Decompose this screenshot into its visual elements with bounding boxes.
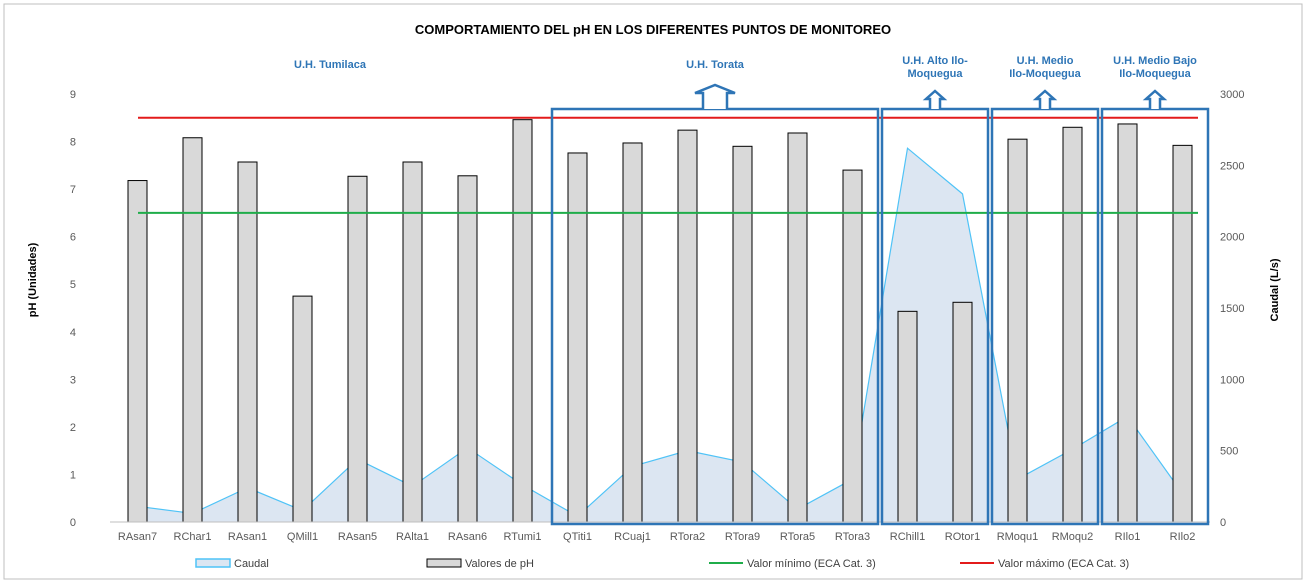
ph-bar-rilo1: [1117, 123, 1138, 523]
ph-bar-rtumi1: [512, 119, 533, 523]
group-label: U.H. Torata: [686, 59, 745, 71]
chart-title: COMPORTAMIENTO DEL pH EN LOS DIFERENTES …: [415, 22, 891, 37]
ph-bar-qmill1: [292, 295, 313, 523]
ph-bar-rasan5: [347, 175, 368, 523]
group-arrow: [1032, 89, 1058, 109]
y2-axis-label: Caudal (L/s): [1269, 258, 1281, 321]
legend-ph-label: Valores de pH: [465, 558, 534, 570]
legend-eca-min-label: Valor mínimo (ECA Cat. 3): [747, 558, 876, 570]
y2-tick-label: 500: [1220, 446, 1238, 458]
x-tick-label: RTumi1: [504, 531, 542, 543]
y-tick-label: 9: [70, 89, 76, 101]
x-tick-label: RAsan7: [118, 531, 157, 543]
x-tick-label: RAsan5: [338, 531, 377, 543]
group-label: U.H. Alto Ilo-Moquegua: [902, 55, 968, 80]
ph-bar-rtora9: [732, 145, 753, 523]
ph-bar-rmoqu2: [1062, 126, 1083, 523]
x-tick-label: RIlo1: [1115, 531, 1141, 543]
y2-tick-label: 2500: [1220, 160, 1244, 172]
ph-bar-rtora2: [677, 129, 698, 523]
y-tick-label: 4: [70, 327, 76, 339]
y2-tick-label: 2000: [1220, 232, 1244, 244]
y-tick-label: 2: [70, 422, 76, 434]
legend-eca-max-label: Valor máximo (ECA Cat. 3): [998, 558, 1129, 570]
ph-bar-rilo2: [1172, 144, 1193, 523]
y-tick-label: 3: [70, 374, 76, 386]
ph-bar-rchar1: [182, 137, 203, 523]
caudal-area: [137, 148, 1183, 523]
y-tick-label: 7: [70, 184, 76, 196]
ph-bar-qtiti1: [567, 152, 588, 523]
x-tick-label: RMoqu2: [1052, 531, 1094, 543]
ph-bar-rotor1: [952, 301, 973, 523]
plot-area: 0 1 2 3 4 5 6 7 8 9 0 500 1000 1500 2000 2500 3000 RAsan7…: [70, 55, 1245, 543]
y2-tick-label: 3000: [1220, 89, 1244, 101]
y-tick-label: 5: [70, 279, 76, 291]
ph-bar-rchill1: [897, 310, 918, 523]
x-tick-label: RIlo2: [1170, 531, 1196, 543]
ph-bar-ralta1: [402, 161, 423, 523]
y2-tick-label: 0: [1220, 517, 1226, 529]
x-tick-label: QMill1: [287, 531, 318, 543]
y-tick-label: 6: [70, 232, 76, 244]
x-tick-label: RAlta1: [396, 531, 429, 543]
legend-caudal-label: Caudal: [234, 558, 269, 570]
x-tick-label: RTora2: [670, 531, 705, 543]
ph-bar-rtora3: [842, 169, 863, 523]
group-arrow: [1142, 89, 1168, 109]
group-label: U.H. Medio Ilo-Moquegua: [1009, 55, 1081, 80]
ph-bar-rasan7: [127, 180, 148, 523]
legend-ph-swatch: [426, 558, 462, 568]
ph-bar-rmoqu1: [1007, 138, 1028, 523]
x-tick-label: RAsan1: [228, 531, 267, 543]
y-axis-label: pH (Unidades): [27, 242, 39, 317]
x-tick-label: RCuaj1: [614, 531, 651, 543]
legend: Caudal Valores de pH Valor mínimo (ECA Cat…: [195, 558, 1129, 570]
x-tick-label: RChill1: [890, 531, 925, 543]
y2-tick-label: 1500: [1220, 303, 1244, 315]
x-tick-label: ROtor1: [945, 531, 980, 543]
ph-bar-rtora5: [787, 132, 808, 523]
group-label: U.H. Medio Bajo Ilo-Moquegua: [1113, 55, 1197, 80]
group-arrow: [922, 89, 948, 109]
group-arrow: [694, 83, 736, 109]
ph-bar-rasan6: [457, 175, 478, 523]
legend-caudal-swatch: [195, 558, 231, 568]
y2-tick-label: 1000: [1220, 374, 1244, 386]
x-tick-label: RTora3: [835, 531, 870, 543]
y-tick-label: 0: [70, 517, 76, 529]
y-tick-label: 8: [70, 137, 76, 149]
ph-bar-rcuaj1: [622, 142, 643, 523]
x-tick-label: RMoqu1: [997, 531, 1039, 543]
x-tick-label: QTiti1: [563, 531, 592, 543]
x-tick-label: RChar1: [174, 531, 212, 543]
y-tick-label: 1: [70, 469, 76, 481]
x-tick-label: RTora5: [780, 531, 815, 543]
x-tick-label: RAsan6: [448, 531, 487, 543]
group-label: U.H. Tumilaca: [294, 59, 367, 71]
ph-bar-rasan1: [237, 161, 258, 523]
x-tick-label: RTora9: [725, 531, 760, 543]
